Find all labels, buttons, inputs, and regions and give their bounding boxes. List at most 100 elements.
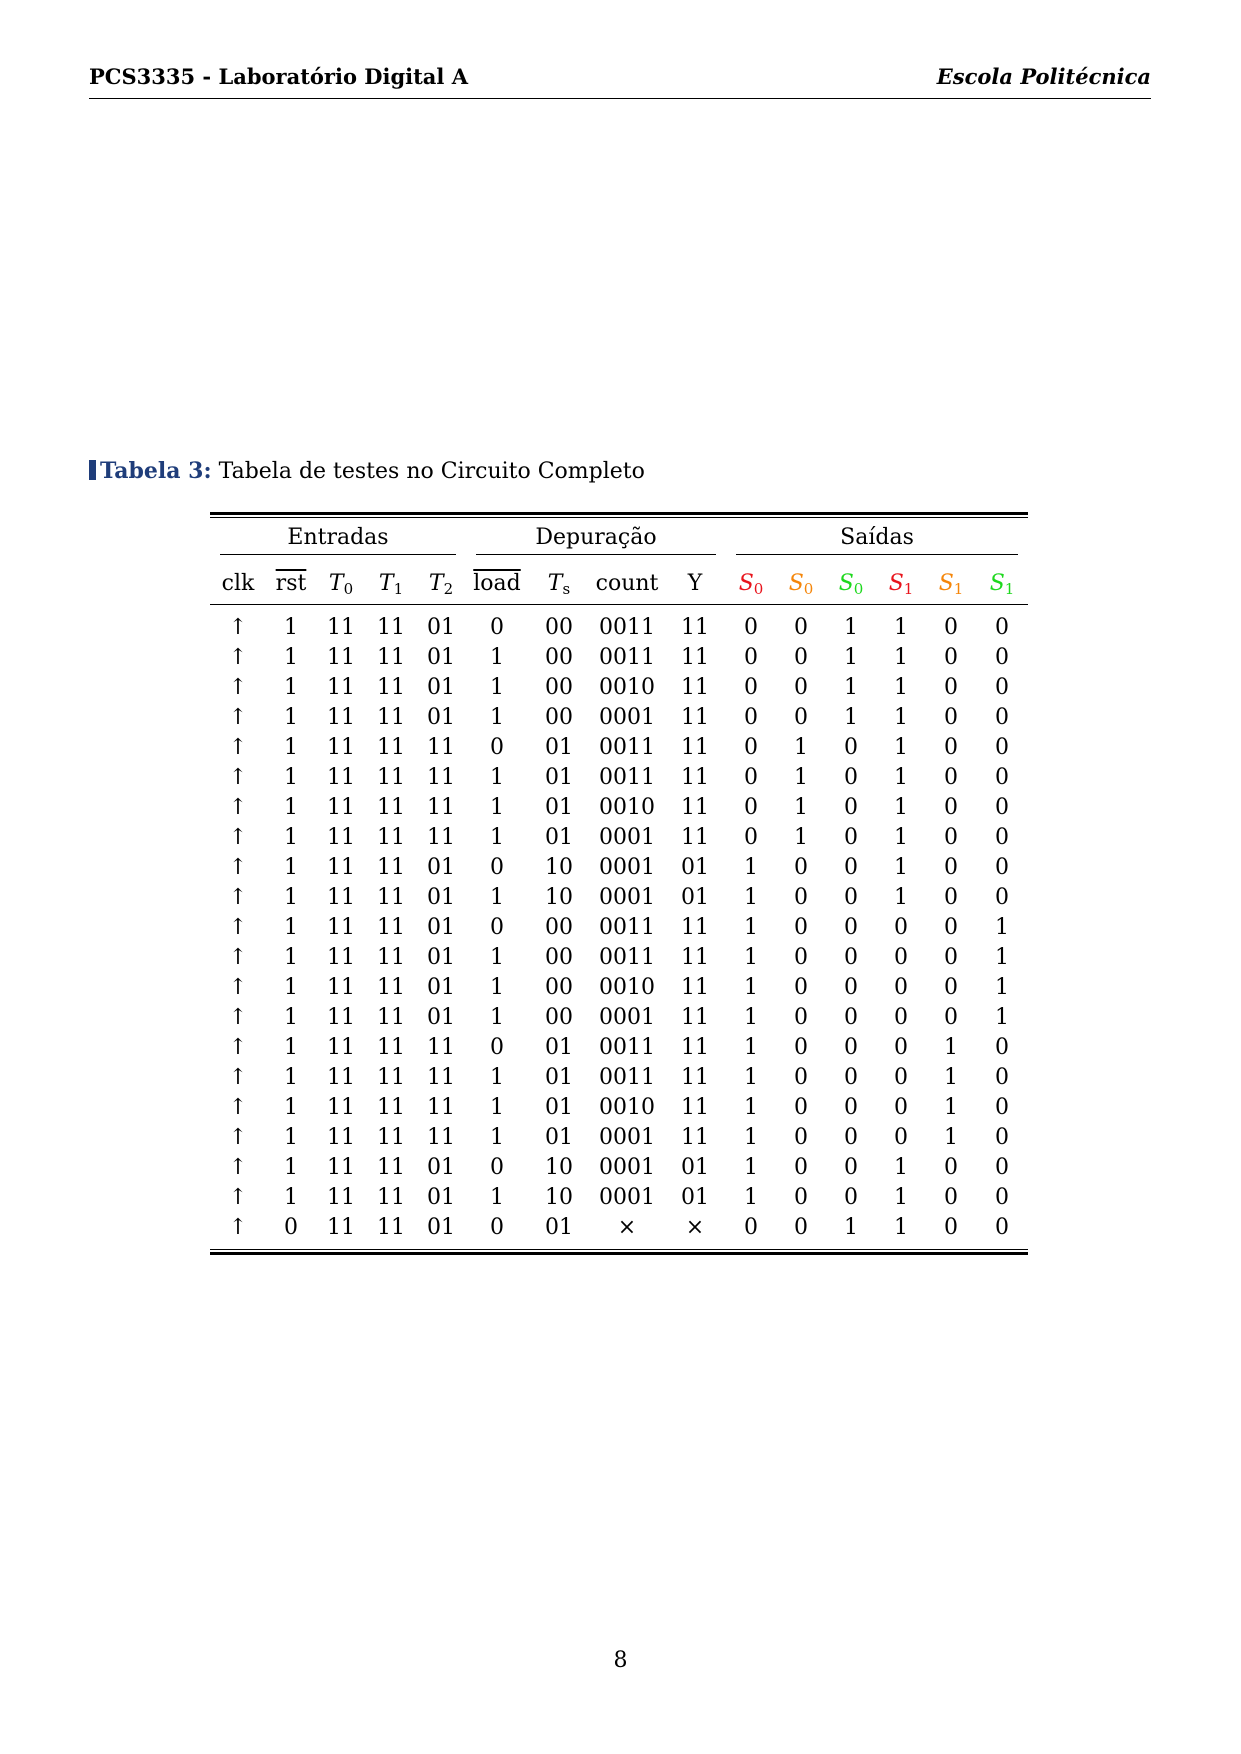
table-cell: 11	[327, 1035, 355, 1061]
table-cell: 0	[844, 855, 858, 881]
table-cell: 11	[377, 1035, 405, 1061]
table-cell: 11	[377, 1125, 405, 1151]
table-cell: 0	[944, 675, 958, 701]
table-cell: ↑	[228, 735, 248, 761]
column-header: load	[466, 562, 528, 606]
table-cell: 01	[427, 1185, 455, 1211]
table-cell: 1	[284, 705, 298, 731]
table-cell: 0	[744, 765, 758, 791]
table-cell: 0	[995, 1125, 1009, 1151]
table-cell: ↑	[228, 885, 248, 911]
table-cell: 1	[744, 1095, 758, 1121]
table-cell: 11	[377, 1215, 405, 1241]
table-cell: 10	[545, 1155, 573, 1181]
table-cell: 1	[284, 765, 298, 791]
table-cell: 1	[744, 855, 758, 881]
table-cell: 0	[995, 675, 1009, 701]
table-cell: 01	[427, 1005, 455, 1031]
table-cell: 0	[944, 945, 958, 971]
column-header: clk	[210, 562, 266, 606]
table-cell: 1	[894, 885, 908, 911]
table-cell: 11	[377, 615, 405, 641]
table-cell: ×	[617, 1215, 637, 1241]
table-cell: 0	[794, 705, 808, 731]
table-cell: 0	[995, 645, 1009, 671]
table-cell: 11	[327, 1215, 355, 1241]
table-cell: 00	[545, 675, 573, 701]
table-cell: 0	[995, 855, 1009, 881]
table-cell: 11	[681, 795, 709, 821]
table-cell: 0	[794, 1065, 808, 1091]
table-cell: 11	[681, 615, 709, 641]
table-cell: 1	[944, 1035, 958, 1061]
table-cell: 1	[490, 1065, 504, 1091]
table-cell: ↑	[228, 825, 248, 851]
table-cell: 0010	[599, 975, 655, 1001]
table-cell: 0	[844, 915, 858, 941]
table-cell: 11	[681, 1065, 709, 1091]
column-header: S0	[826, 562, 876, 606]
table-cell: ↑	[228, 915, 248, 941]
table-cell: 1	[744, 1035, 758, 1061]
table-cell: ↑	[228, 1155, 248, 1181]
table-cell: 1	[744, 1155, 758, 1181]
table-cell: 1	[490, 975, 504, 1001]
table-cell: 1	[284, 1125, 298, 1151]
table-row: ↑ 1 11 11 11 1 01 0001 11 1 0 0 0 1 0	[210, 1123, 1028, 1153]
table-cell: 11	[427, 735, 455, 761]
table-cell: 0	[490, 1035, 504, 1061]
table-cell: 00	[545, 975, 573, 1001]
table-cell: 0	[744, 1215, 758, 1241]
table-cell: 0	[944, 615, 958, 641]
table-cell: 01	[545, 1065, 573, 1091]
table-cell: 0	[794, 1005, 808, 1031]
table-cell: 0011	[599, 1035, 655, 1061]
table-cell: 0	[944, 1155, 958, 1181]
table-cell: 1	[794, 795, 808, 821]
table-cell: ↑	[228, 1005, 248, 1031]
table-cell: 0	[490, 1215, 504, 1241]
table-cell: 1	[744, 975, 758, 1001]
page-header: PCS3335 - Laboratório Digital A Escola P…	[89, 64, 1151, 99]
table-cell: 11	[327, 1155, 355, 1181]
table-cell: 0	[744, 645, 758, 671]
table-cell: 1	[490, 825, 504, 851]
table-cell: 0	[844, 795, 858, 821]
table-cell: 1	[744, 1185, 758, 1211]
table-cell: 11	[327, 795, 355, 821]
table-cell: 0	[894, 915, 908, 941]
table-cell: 0001	[599, 1005, 655, 1031]
table-cell: 11	[681, 675, 709, 701]
table-cell: 1	[284, 1155, 298, 1181]
table-cell: ↑	[228, 1185, 248, 1211]
table-cell: 0001	[599, 1155, 655, 1181]
table-cell: 11	[327, 735, 355, 761]
column-header: Ts	[528, 562, 590, 606]
table-cell: 00	[545, 615, 573, 641]
table-cell: 0	[844, 735, 858, 761]
table-cell: 01	[681, 885, 709, 911]
caption-text: Tabela de testes no Circuito Completo	[218, 459, 645, 484]
table-cell: 11	[377, 675, 405, 701]
column-header-row: clk rst T0 T1 T2 load Ts count Y S0 S0 S0 S1 S1 S1	[210, 562, 1028, 606]
table-cell: 1	[894, 645, 908, 671]
table-cell: 01	[545, 1035, 573, 1061]
table-cell: 0	[490, 855, 504, 881]
table-cell: 10	[545, 855, 573, 881]
table-cell: 01	[427, 675, 455, 701]
table-cell: 0	[995, 825, 1009, 851]
table-cell: 11	[427, 1065, 455, 1091]
table-cell: 11	[327, 765, 355, 791]
table-cell: 0	[844, 1005, 858, 1031]
test-table: Entradas Depuração Saídas clk rst T0 T1 T2 lo…	[210, 512, 1028, 1256]
table-cell: 0	[794, 975, 808, 1001]
table-cell: 0	[995, 735, 1009, 761]
table-cell: 01	[545, 1095, 573, 1121]
table-cell: 1	[944, 1095, 958, 1121]
table-cell: 10	[545, 885, 573, 911]
table-cell: 1	[284, 825, 298, 851]
table-cell: 11	[377, 1005, 405, 1031]
table-cell: 1	[894, 825, 908, 851]
table-cell: 01	[427, 705, 455, 731]
group-depuracao: Depuração	[466, 518, 726, 562]
